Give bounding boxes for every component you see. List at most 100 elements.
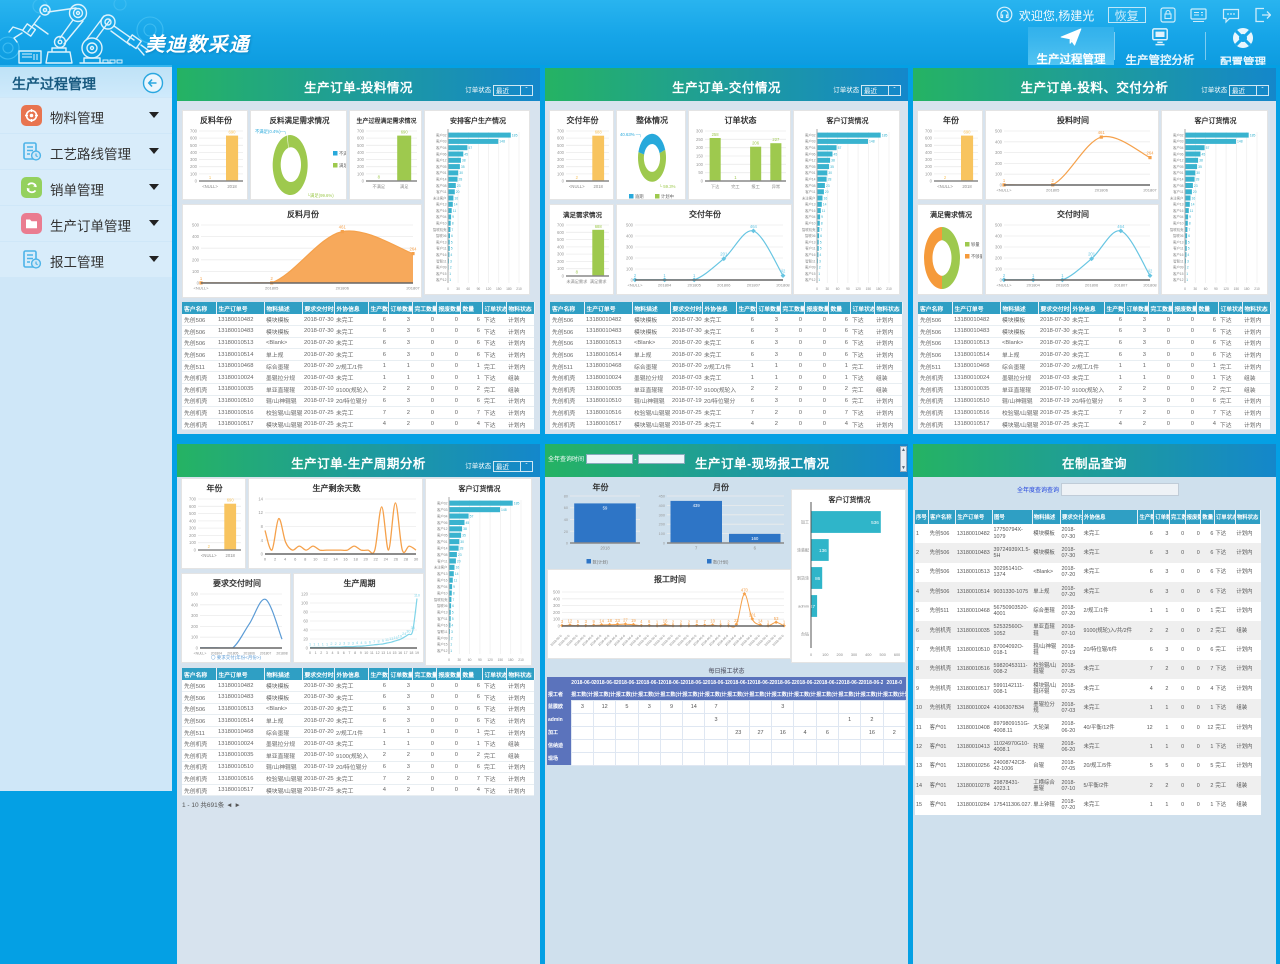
svg-text:5: 5 bbox=[820, 240, 822, 244]
svg-text:500: 500 bbox=[925, 143, 933, 148]
svg-text:200: 200 bbox=[626, 256, 634, 261]
svg-text:9: 9 bbox=[382, 639, 384, 643]
svg-text:智联11: 智联11 bbox=[437, 629, 447, 634]
svg-text:500: 500 bbox=[995, 223, 1003, 228]
svg-text:2: 2 bbox=[271, 276, 274, 281]
svg-text:客户06: 客户06 bbox=[1173, 151, 1184, 156]
svg-text:计划中: 计划中 bbox=[661, 193, 674, 200]
svg-text:470: 470 bbox=[741, 587, 749, 592]
svg-text:客户16: 客户16 bbox=[805, 208, 816, 213]
svg-text:53: 53 bbox=[774, 616, 779, 621]
svg-text:14: 14 bbox=[455, 572, 459, 576]
svg-text:148: 148 bbox=[501, 508, 507, 512]
svg-text:客户04: 客户04 bbox=[437, 513, 448, 518]
svg-text:700: 700 bbox=[357, 129, 365, 134]
svg-text:90: 90 bbox=[1214, 287, 1218, 291]
svg-text:464: 464 bbox=[1117, 224, 1125, 229]
svg-text:2: 2 bbox=[451, 636, 453, 640]
svg-text:智联11: 智联11 bbox=[436, 258, 446, 263]
svg-text:700: 700 bbox=[190, 129, 198, 134]
svg-text:264: 264 bbox=[1147, 151, 1155, 156]
svg-text:1: 1 bbox=[315, 651, 317, 655]
svg-text:300: 300 bbox=[192, 246, 200, 251]
svg-text:1: 1 bbox=[719, 619, 722, 624]
svg-text:16: 16 bbox=[343, 557, 348, 562]
svg-text:11: 11 bbox=[822, 209, 826, 213]
svg-text:7: 7 bbox=[695, 546, 698, 551]
svg-text:加工: 加工 bbox=[801, 519, 809, 525]
svg-text:7: 7 bbox=[451, 228, 453, 232]
svg-text:客户06: 客户06 bbox=[805, 151, 816, 156]
svg-text:下达: 下达 bbox=[711, 183, 720, 190]
svg-text:200: 200 bbox=[357, 164, 365, 169]
svg-text:461: 461 bbox=[1098, 130, 1106, 135]
svg-text:23: 23 bbox=[826, 184, 830, 188]
svg-text:未注客户: 未注客户 bbox=[1170, 195, 1184, 200]
svg-text:2: 2 bbox=[335, 642, 337, 646]
svg-text:35: 35 bbox=[462, 534, 466, 538]
svg-text:60: 60 bbox=[836, 287, 840, 291]
svg-text:400: 400 bbox=[557, 244, 565, 249]
svg-text:3: 3 bbox=[451, 630, 453, 634]
svg-text:客户11: 客户11 bbox=[436, 189, 446, 194]
svg-text:400: 400 bbox=[865, 653, 871, 657]
svg-text:3: 3 bbox=[352, 642, 354, 646]
svg-text:1: 1 bbox=[1186, 272, 1188, 276]
svg-text:42: 42 bbox=[1148, 269, 1153, 274]
svg-text:200: 200 bbox=[553, 610, 561, 615]
svg-text:客户16: 客户16 bbox=[1173, 208, 1184, 213]
svg-text:逾期: 逾期 bbox=[635, 193, 644, 200]
svg-text:258: 258 bbox=[712, 132, 720, 137]
svg-text:100: 100 bbox=[925, 171, 933, 176]
svg-text:11: 11 bbox=[454, 579, 458, 583]
svg-text:201806: 201806 bbox=[336, 286, 350, 291]
svg-text:38: 38 bbox=[831, 159, 835, 163]
svg-text:客户02: 客户02 bbox=[1173, 132, 1184, 137]
svg-text:16: 16 bbox=[1192, 196, 1196, 200]
svg-text:2018: 2018 bbox=[600, 546, 610, 551]
svg-text:客户11: 客户11 bbox=[437, 616, 447, 621]
svg-text:20: 20 bbox=[363, 557, 368, 562]
svg-text:客户15: 客户15 bbox=[1173, 271, 1184, 276]
svg-text:1: 1 bbox=[693, 273, 696, 278]
svg-text:客户05: 客户05 bbox=[436, 164, 447, 169]
svg-text:1: 1 bbox=[767, 619, 770, 624]
svg-text:200: 200 bbox=[995, 256, 1003, 261]
svg-text:不满足: 不满足 bbox=[373, 183, 386, 190]
svg-text:160: 160 bbox=[751, 536, 759, 541]
svg-text:客户11: 客户11 bbox=[1173, 246, 1183, 251]
svg-text:客户13: 客户13 bbox=[437, 571, 448, 576]
svg-text:客户09: 客户09 bbox=[436, 265, 447, 270]
svg-text:交付年份: 交付年份 bbox=[567, 115, 600, 125]
svg-text:400: 400 bbox=[995, 139, 1003, 144]
svg-text:16: 16 bbox=[824, 196, 828, 200]
svg-text:客户09: 客户09 bbox=[1173, 265, 1184, 270]
svg-text:80: 80 bbox=[564, 495, 568, 499]
svg-text:30: 30 bbox=[456, 287, 460, 291]
svg-text:4: 4 bbox=[450, 253, 452, 257]
svg-text:1: 1 bbox=[734, 175, 737, 180]
svg-text:2: 2 bbox=[688, 619, 691, 624]
svg-text:4: 4 bbox=[356, 641, 358, 645]
svg-text:1: 1 bbox=[818, 278, 820, 282]
svg-text:13: 13 bbox=[381, 651, 385, 655]
svg-text:20: 20 bbox=[303, 637, 308, 642]
svg-text:201807: 201807 bbox=[747, 283, 761, 288]
svg-text:6: 6 bbox=[451, 234, 453, 238]
svg-text:1: 1 bbox=[449, 272, 451, 276]
svg-text:300: 300 bbox=[191, 613, 199, 618]
svg-text:210: 210 bbox=[516, 287, 522, 291]
svg-text:0: 0 bbox=[195, 179, 198, 184]
svg-text:201805: 201805 bbox=[265, 286, 279, 291]
svg-text:60: 60 bbox=[564, 506, 568, 510]
svg-text:客户13: 客户13 bbox=[437, 610, 448, 615]
svg-text:报工: 报工 bbox=[751, 183, 759, 190]
svg-text:536: 536 bbox=[871, 520, 879, 525]
svg-text:50: 50 bbox=[698, 170, 703, 175]
svg-text:1: 1 bbox=[326, 643, 328, 647]
svg-text:不满足(0.4%)─┐: 不满足(0.4%)─┐ bbox=[255, 128, 287, 135]
svg-text:报工时间: 报工时间 bbox=[654, 574, 686, 584]
svg-text:59: 59 bbox=[603, 505, 608, 510]
svg-text:2: 2 bbox=[819, 266, 821, 270]
svg-text:6: 6 bbox=[294, 557, 297, 562]
